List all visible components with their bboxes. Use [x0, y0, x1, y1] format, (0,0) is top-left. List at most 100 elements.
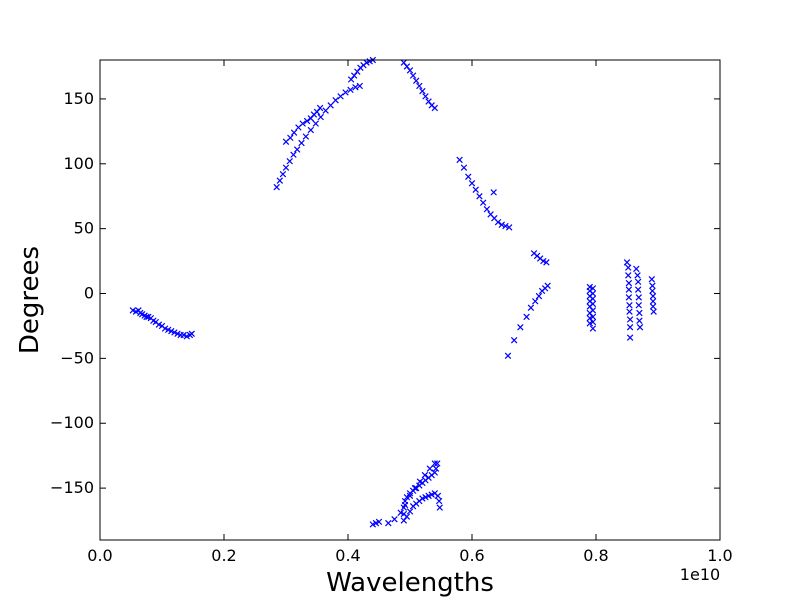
data-point — [416, 82, 423, 90]
data-point — [286, 157, 293, 165]
data-point — [535, 292, 543, 300]
data-point — [302, 133, 310, 140]
data-point — [505, 224, 513, 231]
x-axis-title: Wavelengths — [326, 568, 494, 598]
y-tick-label: 50 — [74, 219, 94, 238]
data-point — [356, 82, 364, 90]
data-point — [589, 300, 597, 308]
data-point — [298, 139, 305, 147]
data-point — [426, 465, 434, 472]
data-point — [431, 469, 439, 476]
data-point — [421, 471, 429, 479]
data-point — [287, 134, 294, 142]
data-point — [435, 497, 443, 505]
data-point — [290, 151, 297, 158]
data-point — [649, 303, 657, 310]
data-point — [337, 93, 344, 100]
x-tick-label: 0.0 — [87, 546, 112, 565]
data-point — [649, 292, 657, 300]
data-point — [483, 205, 491, 213]
data-point — [634, 286, 642, 293]
data-point — [625, 279, 633, 287]
data-point — [436, 504, 443, 511]
x-tick-label: 1.0 — [707, 546, 732, 565]
data-point — [635, 301, 643, 309]
tick-labels: 0.0 0.2 0.4 0.6 0.8 1.0 150 100 50 0 −50 −100 −150 — [50, 89, 733, 565]
data-markers — [129, 56, 657, 528]
data-point — [589, 285, 597, 292]
data-point — [634, 272, 641, 279]
data-point — [290, 129, 298, 136]
data-point — [589, 295, 597, 302]
data-point — [327, 102, 334, 109]
data-point — [589, 313, 597, 321]
data-point — [419, 87, 426, 95]
data-point — [589, 307, 597, 314]
data-point — [188, 330, 195, 337]
data-point — [634, 278, 642, 286]
data-point — [626, 301, 633, 309]
data-point — [636, 324, 644, 331]
x-tick-label: 0.4 — [335, 546, 360, 565]
data-point — [303, 117, 311, 125]
x-tick-label: 0.8 — [583, 546, 608, 565]
data-point — [465, 173, 472, 180]
data-point — [332, 96, 339, 104]
data-point — [276, 177, 284, 184]
data-point — [403, 513, 411, 520]
data-point — [472, 186, 479, 193]
plot-frame — [99, 59, 721, 541]
data-point — [527, 304, 535, 312]
data-point — [322, 107, 329, 114]
x-tick-label: 0.6 — [459, 546, 484, 565]
data-point — [317, 113, 324, 121]
data-point — [625, 272, 632, 279]
data-point — [406, 67, 414, 74]
y-tick-label: 0 — [84, 284, 94, 303]
data-point — [510, 336, 518, 344]
data-point — [143, 313, 150, 321]
data-point — [626, 334, 634, 341]
data-point — [532, 298, 539, 305]
y-tick-label: 100 — [63, 154, 94, 173]
data-point — [312, 120, 319, 127]
data-point — [412, 77, 420, 84]
data-point — [543, 259, 550, 266]
data-point — [293, 146, 301, 153]
y-axis-title: Degrees — [15, 246, 45, 354]
data-point — [307, 126, 315, 134]
data-point — [650, 308, 657, 315]
data-point — [432, 465, 440, 472]
data-point — [504, 352, 512, 360]
data-point — [623, 259, 631, 266]
data-point — [409, 72, 417, 79]
data-point — [625, 286, 633, 293]
data-point — [391, 516, 398, 523]
data-point — [635, 294, 643, 301]
data-point — [479, 199, 487, 206]
data-point — [434, 460, 441, 467]
data-point — [626, 324, 634, 331]
data-point — [636, 309, 643, 317]
data-point — [589, 290, 597, 297]
data-point — [347, 86, 354, 94]
data-point — [625, 294, 633, 301]
data-point — [434, 492, 442, 500]
data-point — [625, 264, 632, 271]
data-point — [406, 508, 414, 515]
data-point — [299, 120, 306, 127]
y-tick-label: 150 — [63, 89, 94, 108]
data-point — [375, 518, 383, 526]
data-point — [626, 308, 633, 315]
data-point — [517, 324, 524, 331]
data-point — [589, 325, 597, 332]
data-point — [282, 164, 290, 171]
data-point — [431, 460, 439, 467]
data-point — [626, 316, 634, 323]
data-point — [502, 222, 509, 230]
data-point — [476, 192, 483, 200]
data-point — [648, 276, 656, 283]
data-point — [422, 93, 429, 100]
data-point — [490, 189, 497, 196]
